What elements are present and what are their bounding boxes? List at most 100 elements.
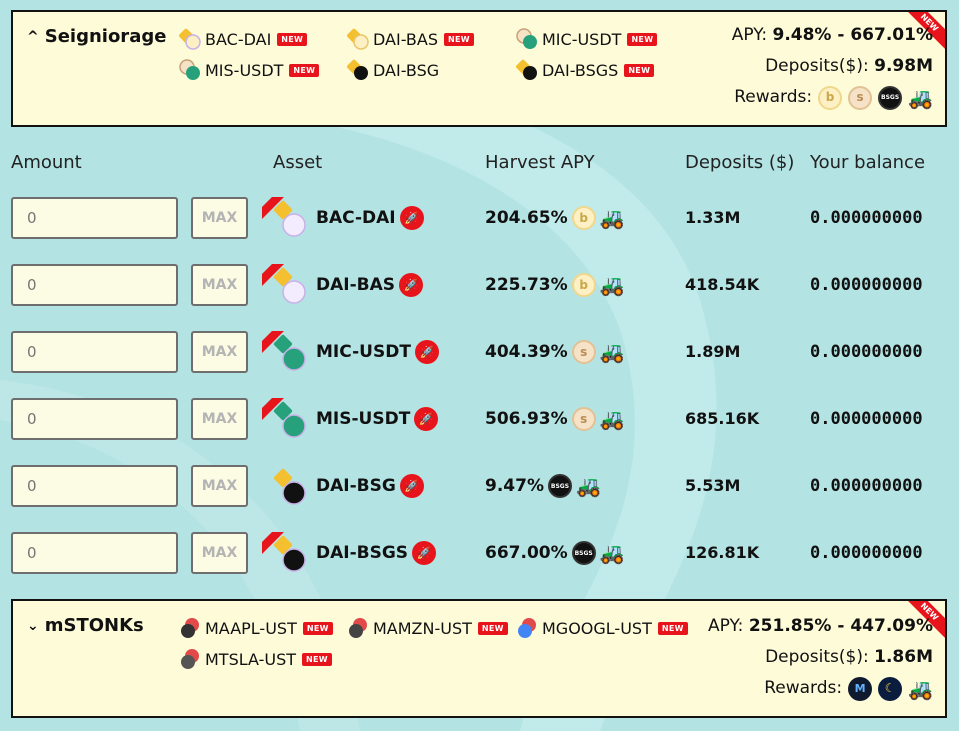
balance-value: 0.000000000: [810, 275, 923, 295]
new-badge: NEW: [443, 32, 474, 46]
mic-usdt-pair-icon: [262, 331, 310, 373]
new-badge: NEW: [657, 621, 688, 635]
max-button[interactable]: MAX: [191, 465, 248, 507]
asset-cell: MIC-USDT 🚀: [262, 331, 439, 373]
deposits-value: 685.16K: [685, 409, 760, 428]
tractor-icon: 🚜: [908, 85, 933, 110]
table-row: MAX DAI-BSGS 🚀 667.00% BSGS 🚜 126.81K 0: [0, 532, 959, 576]
tractor-icon: 🚜: [599, 273, 625, 297]
mstonks-pool-card[interactable]: NEW ⌄ mSTONKs MAAPL-UST NEW MAMZN-UST NE…: [11, 599, 947, 718]
apy-cell: 225.73% b 🚜: [485, 264, 625, 306]
asset-cell: DAI-BAS 🚀: [262, 264, 424, 306]
balance-value: 0.000000000: [810, 342, 923, 362]
header-asset: Asset: [273, 152, 323, 173]
deposits-value: 1.33M: [685, 208, 741, 227]
dai-bsg-pair-icon: [347, 59, 369, 81]
apy-value: 9.47%: [485, 476, 544, 496]
apy-value: 225.73%: [485, 275, 568, 295]
tractor-icon: 🚜: [575, 474, 601, 498]
amount-input[interactable]: [11, 197, 178, 239]
header-apy: Harvest APY: [485, 152, 595, 173]
table-row: MAX MIC-USDT 🚀 404.39% s 🚜 1.89M 0.0000: [0, 331, 959, 375]
amount-input[interactable]: [11, 264, 178, 306]
amount-input[interactable]: [11, 331, 178, 373]
apy-cell: 506.93% s 🚜: [485, 398, 625, 440]
header-deposits: Deposits ($): [685, 152, 795, 173]
mtsla-ust-pair-icon: [179, 648, 201, 670]
tractor-icon: 🚜: [599, 340, 625, 364]
asset-name: BAC-DAI: [316, 208, 396, 228]
amount-input[interactable]: [11, 465, 178, 507]
table-row: MAX DAI-BSG 🚀 9.47% BSGS 🚜 5.53M 0.0000: [0, 465, 959, 509]
new-badge: NEW: [289, 63, 320, 77]
maapl-ust-pair-icon: [179, 617, 201, 639]
bac-dai-pair-icon: [179, 28, 201, 50]
bac-dai-pair-icon: [262, 197, 310, 239]
apy-line: APY: 9.48% - 667.01%: [731, 25, 933, 45]
max-button[interactable]: MAX: [191, 264, 248, 306]
asset-cell: MIS-USDT 🚀: [262, 398, 439, 440]
asset-cell: BAC-DAI 🚀: [262, 197, 424, 239]
asset-name: DAI-BSGS: [316, 543, 409, 563]
apy-value: 667.00%: [485, 543, 568, 563]
balance-value: 0.000000000: [810, 543, 923, 563]
new-badge: NEW: [302, 621, 333, 635]
table-row: MAX DAI-BAS 🚀 225.73% b 🚜 418.54K 0.000: [0, 264, 959, 308]
mis-usdt-pair-icon: [179, 59, 201, 81]
pool-stats: APY: 251.85% - 447.09% Deposits($): 1.86…: [708, 611, 933, 704]
new-badge: NEW: [477, 621, 508, 635]
mir-coin-icon: M: [848, 676, 873, 701]
pair-bac-dai: BAC-DAI NEW: [179, 28, 308, 50]
deposits-value: 1.89M: [685, 342, 741, 361]
mamzn-ust-pair-icon: [347, 617, 369, 639]
pool-title[interactable]: ^ Seigniorage: [27, 26, 166, 47]
dai-bsgs-pair-icon: [516, 59, 538, 81]
deposits-line: Deposits($): 9.98M: [765, 56, 933, 76]
bas-coin-icon: s: [571, 407, 596, 431]
asset-cell: DAI-BSGS 🚀: [262, 532, 437, 574]
dai-bsgs-pair-icon: [262, 532, 310, 574]
table-row: MAX MIS-USDT 🚀 506.93% s 🚜 685.16K 0.00: [0, 398, 959, 442]
max-button[interactable]: MAX: [191, 398, 248, 440]
apy-cell: 9.47% BSGS 🚜: [485, 465, 601, 507]
pair-mis-usdt: MIS-USDT NEW: [179, 59, 320, 81]
tractor-icon: 🚜: [599, 206, 625, 230]
balance-value: 0.000000000: [810, 208, 923, 228]
pool-title-label: mSTONKs: [44, 615, 144, 636]
bac-coin-icon: b: [571, 206, 596, 230]
table-row: MAX BAC-DAI 🚀 204.65% b 🚜 1.33M 0.00000: [0, 197, 959, 241]
asset-name: DAI-BSG: [316, 476, 396, 496]
pair-dai-bsgs: DAI-BSGS NEW: [516, 59, 655, 81]
new-badge: NEW: [627, 32, 658, 46]
new-badge: NEW: [277, 32, 308, 46]
apy-cell: 667.00% BSGS 🚜: [485, 532, 625, 574]
tractor-icon: 🚜: [599, 541, 625, 565]
dai-bas-pair-icon: [347, 28, 369, 50]
seigniorage-pool-card[interactable]: NEW ^ Seigniorage BAC-DAI NEW DAI-BAS NE…: [11, 10, 947, 127]
pool-stats: APY: 9.48% - 667.01% Deposits($): 9.98M …: [732, 20, 933, 113]
rewards-line: Rewards: M ☾ 🚜: [764, 676, 933, 701]
pair-mamzn-ust: MAMZN-UST NEW: [347, 617, 508, 639]
max-button[interactable]: MAX: [191, 197, 248, 239]
asset-cell: DAI-BSG 🚀: [262, 465, 424, 507]
deposits-value: 418.54K: [685, 275, 760, 294]
pair-mic-usdt: MIC-USDT NEW: [516, 28, 658, 50]
amount-input[interactable]: [11, 398, 178, 440]
pool-title[interactable]: ⌄ mSTONKs: [27, 615, 144, 636]
dai-bas-pair-icon: [262, 264, 310, 306]
max-button[interactable]: MAX: [191, 532, 248, 574]
deposits-value: 5.53M: [685, 476, 741, 495]
bas-coin-icon: s: [848, 85, 873, 110]
pool-title-label: Seigniorage: [44, 26, 167, 47]
amount-input[interactable]: [11, 532, 178, 574]
balance-value: 0.000000000: [810, 476, 923, 496]
chevron-down-icon: ⌄: [27, 617, 39, 634]
apy-cell: 204.65% b 🚜: [485, 197, 625, 239]
max-button[interactable]: MAX: [191, 331, 248, 373]
rewards-line: Rewards: b s BSGS 🚜: [734, 85, 933, 110]
header-balance: Your balance: [810, 152, 926, 173]
bsgs-coin-icon: BSGS: [571, 541, 596, 565]
rocket-icon: 🚀: [412, 541, 437, 565]
rocket-icon: 🚀: [399, 474, 424, 498]
deposits-value: 126.81K: [685, 543, 760, 562]
